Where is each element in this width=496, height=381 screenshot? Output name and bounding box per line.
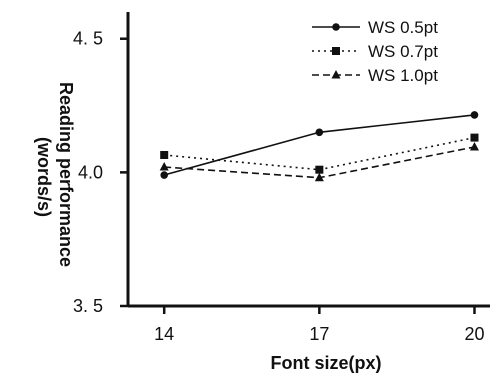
series-2 (160, 133, 479, 174)
legend-marker (332, 47, 340, 55)
legend-entry: WS 0.7pt (312, 42, 438, 61)
series-line (164, 136, 475, 171)
series-3 (159, 141, 479, 182)
legend-entry: WS 0.5pt (312, 18, 438, 37)
y-tick-label: 4.0 (78, 162, 103, 182)
data-point (160, 150, 169, 159)
data-point (470, 111, 479, 119)
y-axis-title-line-2: (words/s) (34, 137, 54, 217)
data-point (470, 133, 479, 142)
legend-marker (331, 70, 341, 79)
legend-label: WS 0.5pt (368, 18, 438, 37)
y-tick-label: 3. 5 (73, 296, 103, 316)
data-point (315, 128, 324, 137)
legend-label: WS 1.0pt (368, 66, 438, 85)
y-axis-title-line-1: Reading performance (56, 82, 76, 267)
series-group (159, 111, 479, 182)
y-tick-label: 4. 5 (73, 29, 103, 49)
legend-entry: WS 1.0pt (312, 66, 438, 85)
y-axis-title: Reading performance (words/s) (34, 82, 76, 272)
x-tick-label: 14 (154, 324, 174, 344)
x-axis-title: Font size(px) (271, 353, 382, 373)
x-tick-label: 17 (309, 324, 329, 344)
legend-label: WS 0.7pt (368, 42, 438, 61)
x-tick-label: 20 (464, 324, 484, 344)
series-1 (160, 111, 479, 179)
axes: 3. 5 4.0 4. 5 14 17 20 (73, 12, 490, 344)
data-point (160, 171, 168, 179)
data-point (469, 141, 479, 151)
data-point (159, 162, 169, 171)
legend-marker (332, 23, 340, 31)
legend: WS 0.5pt WS 0.7pt WS 1.0pt (312, 18, 438, 85)
data-point (314, 172, 324, 182)
data-point (315, 165, 324, 174)
